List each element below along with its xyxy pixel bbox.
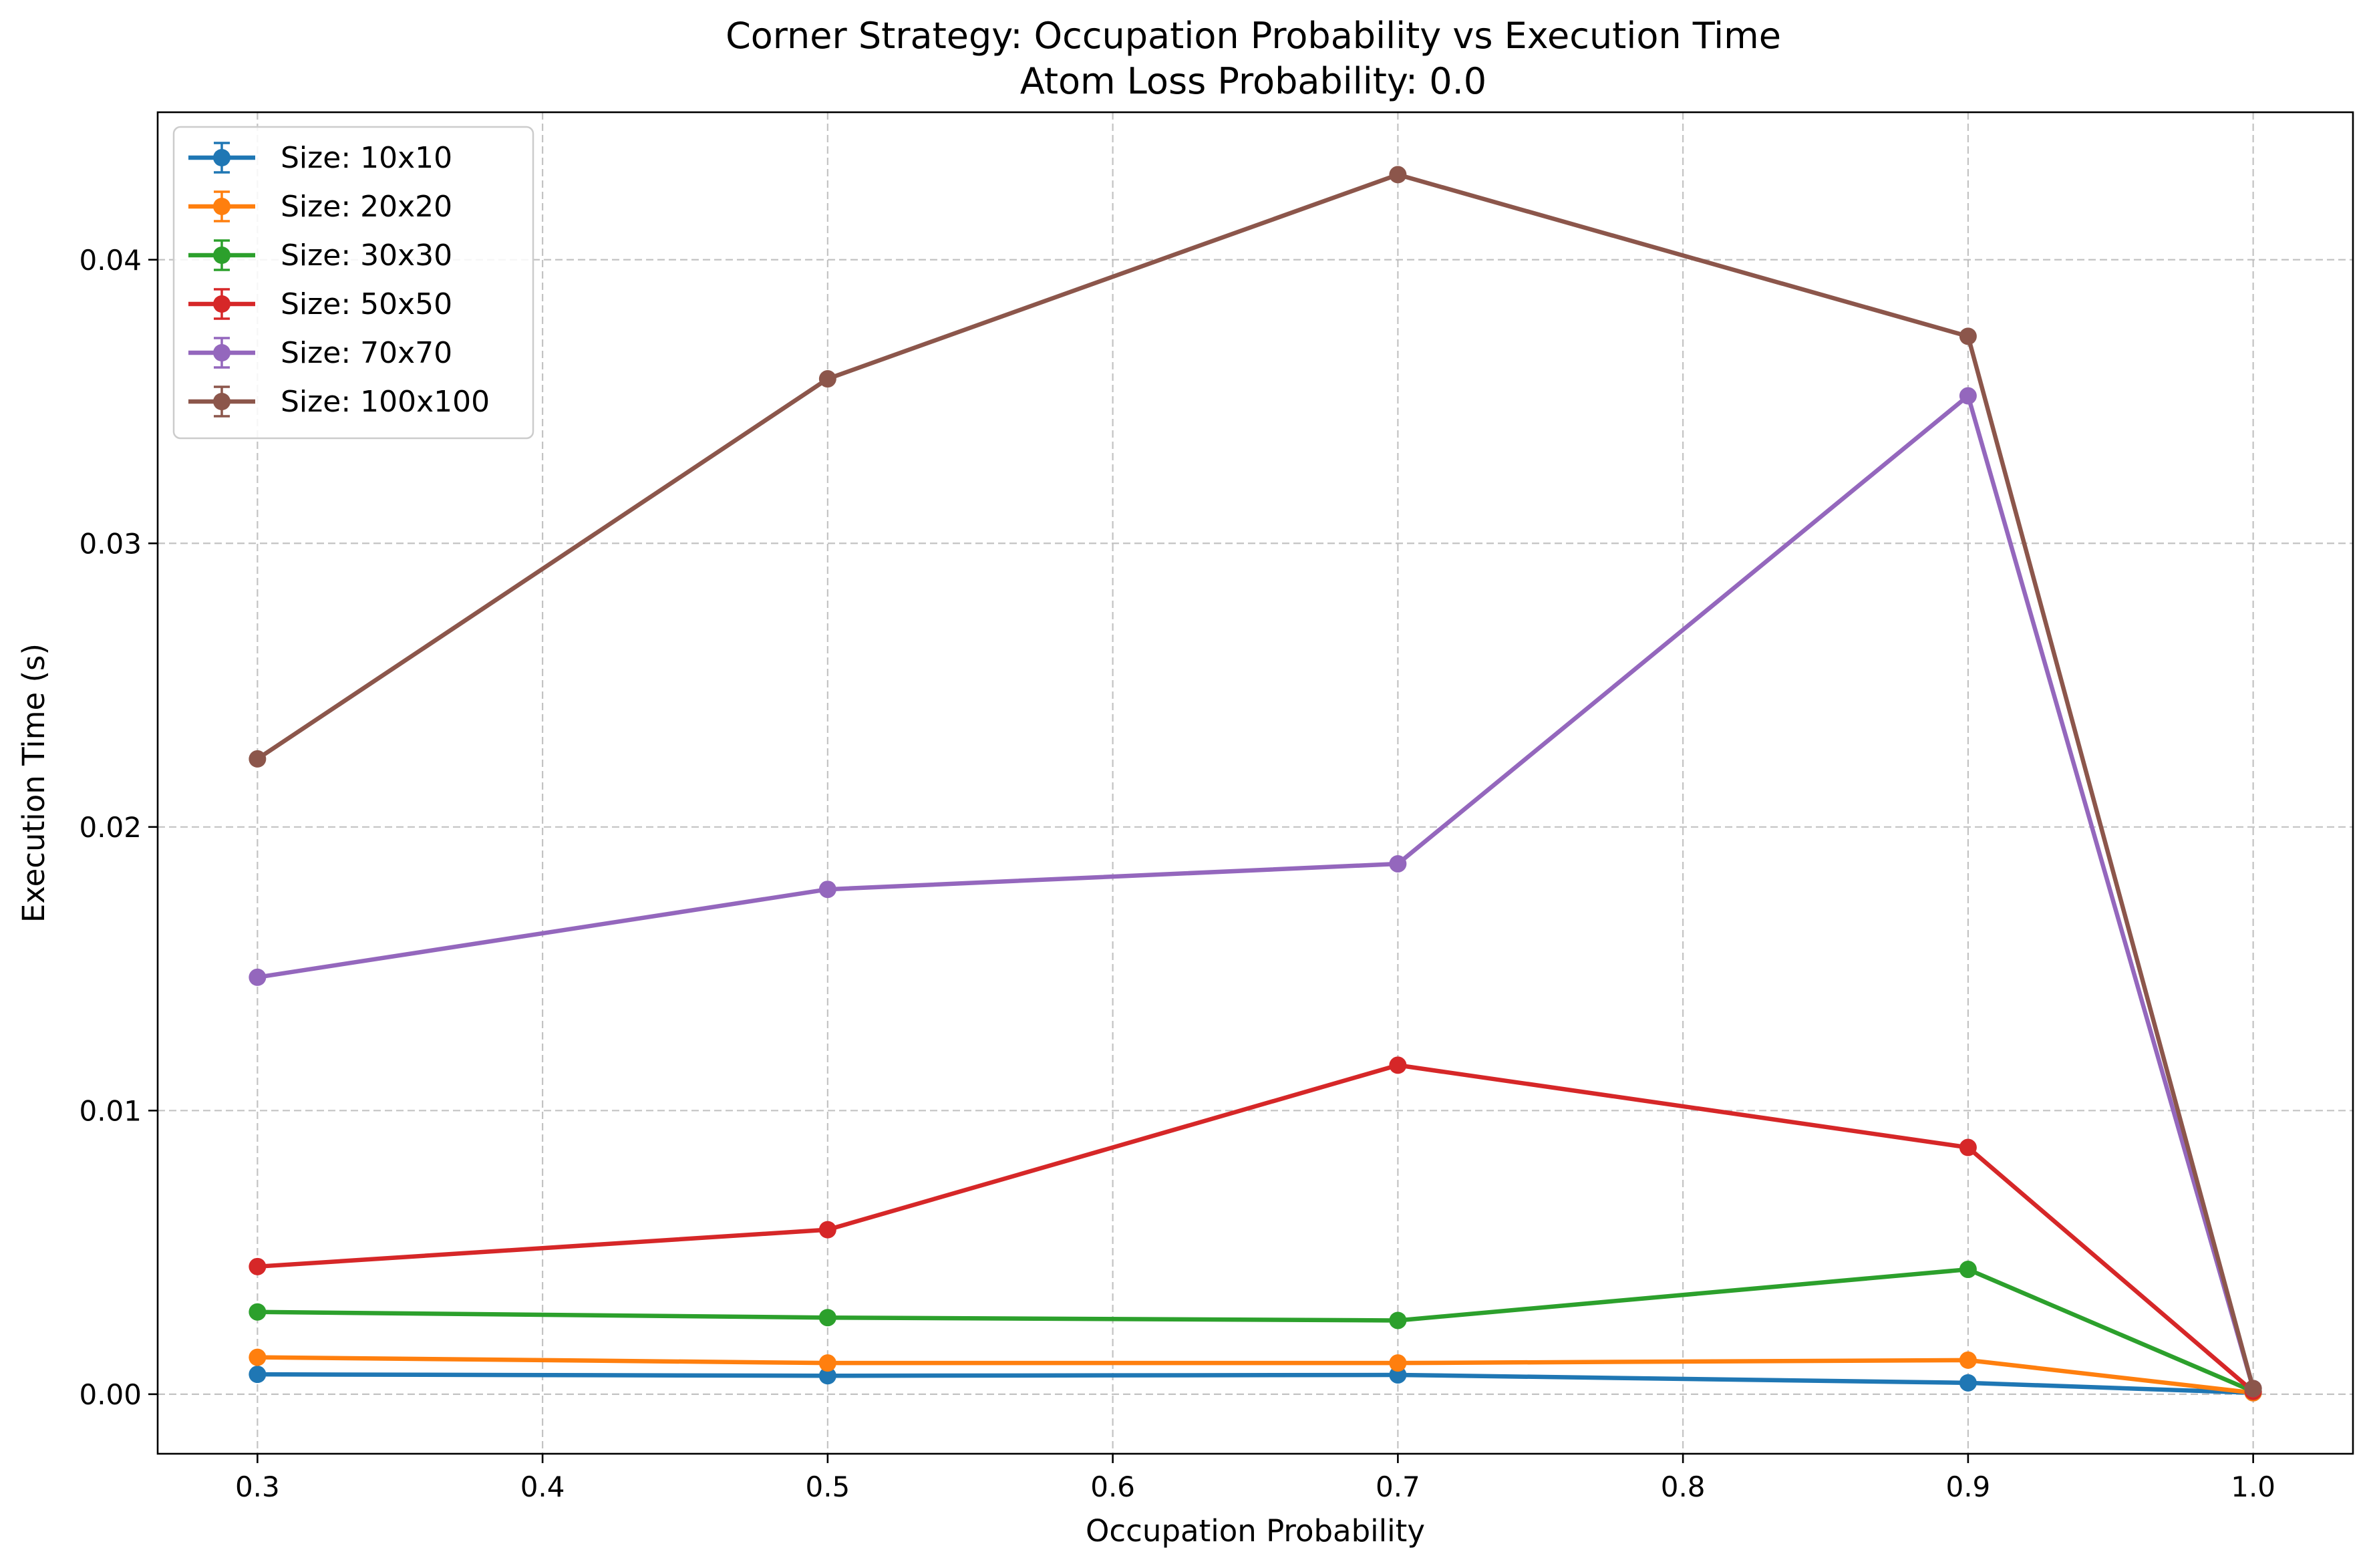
data-point	[249, 750, 267, 768]
x-tick-label: 0.8	[1661, 1470, 1706, 1503]
legend-entry-label: Size: 30x30	[281, 239, 452, 273]
legend-swatch-marker	[213, 393, 230, 410]
x-tick-label: 0.3	[235, 1470, 280, 1503]
legend-swatch-marker	[213, 247, 230, 264]
legend-entry-label: Size: 20x20	[281, 190, 452, 224]
data-point	[818, 1221, 836, 1239]
x-tick-label: 1.0	[2231, 1470, 2275, 1503]
chart-title: Corner Strategy: Occupation Probability …	[726, 15, 1781, 57]
y-tick-label: 0.00	[79, 1378, 142, 1411]
x-tick-label: 0.5	[805, 1470, 850, 1503]
data-point	[249, 968, 267, 986]
x-tick-label: 0.9	[1945, 1470, 1990, 1503]
legend-box	[172, 126, 534, 440]
data-point	[1959, 327, 1977, 345]
legend-entry-label: Size: 50x50	[281, 287, 452, 321]
data-point	[818, 1309, 836, 1327]
data-point	[249, 1348, 267, 1366]
legend-entry-label: Size: 70x70	[281, 336, 452, 370]
series-lines	[249, 166, 2262, 1402]
data-point	[1389, 854, 1407, 873]
data-point	[818, 881, 836, 899]
data-point	[1389, 1311, 1407, 1329]
data-point	[249, 1257, 267, 1275]
y-tick-label: 0.03	[79, 527, 142, 560]
plot-area-frame	[156, 111, 2354, 1455]
x-axis-label: Occupation Probability	[1086, 1513, 1425, 1549]
data-point	[249, 1303, 267, 1321]
data-point	[818, 1367, 836, 1385]
data-point	[1959, 1138, 1977, 1156]
y-tick-label: 0.01	[79, 1094, 142, 1127]
data-point	[2244, 1380, 2262, 1398]
legend-swatch-marker	[213, 198, 230, 215]
x-tick-label: 0.4	[520, 1470, 565, 1503]
data-point	[1959, 1351, 1977, 1369]
legend-entry-label: Size: 10x10	[281, 141, 452, 175]
legend-swatch-marker	[213, 344, 230, 361]
data-point	[1389, 166, 1407, 184]
data-point	[1959, 387, 1977, 405]
y-tick-label: 0.04	[79, 244, 142, 277]
axis-ticks: 0.3 0.4 0.5 0.6 0.7 0.8 0.9 1.0 0.00 0.01 0.02 0.03…	[79, 244, 2275, 1503]
data-point	[1389, 1056, 1407, 1074]
legend-entry-label: Size: 100x100	[281, 385, 490, 419]
data-point	[818, 370, 836, 388]
data-point	[818, 1354, 836, 1372]
legend-swatch-marker	[213, 295, 230, 313]
legend: Size: 10x10 Size: 20x20 Size: 30x30 Size: 5…	[172, 126, 534, 440]
x-tick-label: 0.7	[1376, 1470, 1420, 1503]
data-point	[249, 1366, 267, 1384]
y-axis-label: Execution Time (s)	[16, 643, 51, 923]
x-tick-label: 0.6	[1090, 1470, 1135, 1503]
chart-subtitle: Atom Loss Probability: 0.0	[1020, 60, 1486, 102]
data-point	[1389, 1366, 1407, 1384]
data-point	[1389, 1354, 1407, 1372]
legend-swatch-marker	[213, 149, 230, 166]
data-point	[1959, 1374, 1977, 1392]
data-point	[1959, 1261, 1977, 1279]
y-tick-label: 0.02	[79, 811, 142, 844]
